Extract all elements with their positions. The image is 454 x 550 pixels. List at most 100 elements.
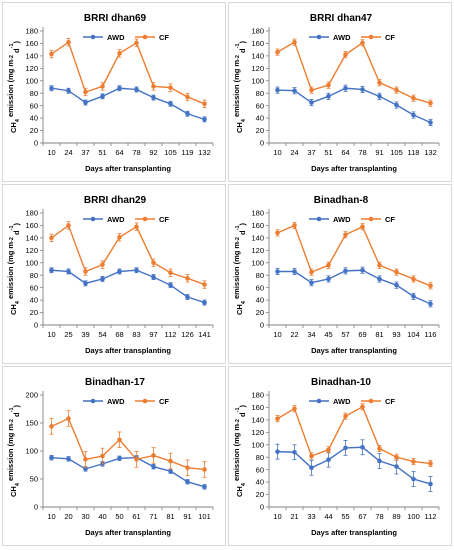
chart-panel: Binadhan-10 0 20 40 60 80 100 120 140 160 180 10 21 3… [228, 366, 452, 546]
y-axis-title-part: ) [12, 404, 21, 407]
data-point-awd [168, 468, 173, 474]
y-tick-label: 120 [25, 246, 38, 255]
y-axis-title-part: 4 [241, 482, 247, 486]
y-axis-title-part: d [12, 48, 21, 55]
legend-label-awd: AWD [333, 215, 351, 224]
data-point-cf [326, 262, 331, 268]
data-point-cf [326, 82, 331, 88]
data-point-cf [117, 234, 122, 240]
legend-marker-cf [142, 398, 148, 404]
y-axis-title-part: d [238, 412, 247, 419]
data-point-cf [275, 416, 280, 421]
x-tick-label: 21 [290, 512, 298, 521]
x-tick-label: 40 [98, 512, 106, 521]
x-tick-label: 83 [132, 330, 140, 339]
data-point-cf [117, 437, 122, 443]
data-point-awd [66, 456, 71, 462]
legend-label-cf: CF [385, 397, 395, 406]
data-point-cf [343, 52, 348, 57]
legend-marker-awd [90, 398, 96, 404]
x-tick-label: 39 [81, 330, 89, 339]
y-tick-label: 40 [256, 114, 264, 123]
legend-label-awd: AWD [107, 215, 125, 224]
y-tick-label: 60 [256, 465, 264, 474]
y-axis-title-part: -2 [9, 237, 15, 242]
data-point-awd [100, 94, 105, 99]
y-tick-label: 40 [256, 478, 264, 487]
x-tick-label: 33 [307, 512, 315, 521]
x-tick-label: 10 [273, 512, 281, 521]
y-tick-label: 100 [251, 76, 264, 85]
x-tick-label: 141 [198, 330, 211, 339]
chart-svg: Binadhan-8 0 20 40 60 80 100 120 140 160 180 10 22 34… [232, 195, 440, 355]
data-point-cf [428, 283, 433, 289]
data-point-awd [292, 88, 297, 94]
data-point-cf [309, 269, 314, 275]
data-point-cf [360, 404, 365, 410]
data-point-cf [275, 49, 280, 55]
x-tick-label: 34 [307, 330, 315, 339]
x-tick-label: 132 [424, 148, 437, 157]
data-point-awd [134, 267, 139, 273]
y-tick-label: 160 [251, 39, 264, 48]
chart-svg: BRRI dhan69 0 20 40 60 80 100 120 140 160 180 10 24 3… [6, 13, 214, 173]
series-line-awd [51, 457, 205, 488]
data-point-awd [83, 281, 88, 286]
data-point-awd [100, 276, 105, 282]
data-point-cf [185, 465, 190, 471]
y-tick-label: 0 [260, 139, 264, 148]
y-axis-title-part: emission (mg m [232, 60, 241, 120]
data-point-cf [309, 453, 314, 459]
chart-svg: BRRI dhan47 0 20 40 60 80 100 120 140 160 180 10 24 3… [232, 13, 440, 173]
data-point-cf [275, 230, 280, 236]
data-point-cf [66, 39, 71, 45]
data-point-awd [151, 95, 156, 100]
data-point-cf [83, 457, 88, 462]
y-tick-label: 120 [251, 246, 264, 255]
y-axis-title-part: -1 [235, 225, 241, 230]
chart-title: BRRI dhan47 [310, 13, 373, 24]
y-tick-label: 20 [256, 308, 264, 317]
chart-panel: BRRI dhan69 0 20 40 60 80 100 120 140 160 180 10 24 3… [2, 2, 226, 182]
y-axis-title-part: -1 [9, 407, 15, 412]
legend-marker-awd [316, 216, 322, 222]
x-tick-label: 10 [47, 512, 55, 521]
y-tick-label: 100 [25, 258, 38, 267]
x-tick-label: 67 [358, 512, 366, 521]
data-point-cf [100, 84, 105, 89]
data-point-awd [326, 276, 331, 282]
chart-panel: Binadhan-17 0 50 100 150 200 10 20 30 40 50 61 71 81 9… [2, 366, 226, 546]
x-axis-title: Days after transplanting [85, 346, 171, 355]
data-point-awd [49, 85, 54, 91]
y-tick-label: 140 [251, 233, 264, 242]
chart-panel: BRRI dhan29 0 20 40 60 80 100 120 140 160 180 10 25 3… [2, 184, 226, 364]
data-point-awd [360, 444, 365, 450]
y-axis-title: CH4 emission (mg m-2 d-1) [232, 222, 247, 315]
data-point-awd [309, 280, 314, 285]
y-axis-title-part: ) [238, 40, 247, 43]
data-point-awd [292, 449, 297, 455]
legend-label-awd: AWD [333, 33, 351, 42]
y-tick-label: 160 [25, 221, 38, 230]
y-tick-label: 40 [256, 296, 264, 305]
legend-marker-cf [368, 216, 374, 222]
x-tick-label: 112 [425, 512, 437, 521]
y-axis-title-part: CH [235, 122, 244, 133]
data-point-cf [134, 457, 139, 462]
y-tick-label: 120 [251, 64, 264, 73]
x-tick-label: 126 [181, 330, 194, 339]
data-point-awd [394, 282, 399, 288]
y-tick-label: 140 [25, 51, 38, 60]
data-point-cf [428, 461, 433, 466]
data-point-cf [49, 51, 54, 57]
data-point-cf [100, 453, 105, 459]
x-tick-label: 91 [183, 512, 191, 521]
legend-label-awd: AWD [333, 397, 351, 406]
chart-title: Binadhan-8 [314, 195, 369, 206]
legend-label-cf: CF [159, 397, 169, 406]
x-tick-label: 44 [324, 512, 332, 521]
y-axis-title-part: 4 [15, 300, 21, 304]
data-point-awd [360, 87, 365, 92]
data-point-cf [411, 95, 416, 101]
legend-label-cf: CF [159, 33, 169, 42]
